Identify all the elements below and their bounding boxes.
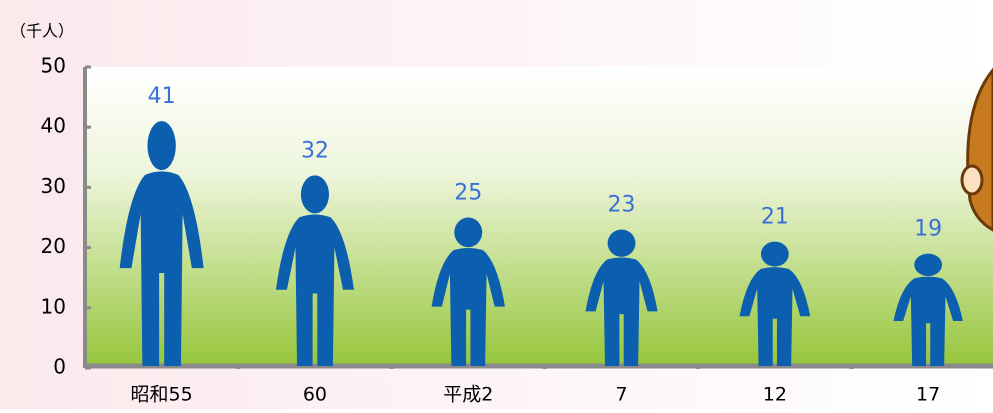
person-head [761,242,789,267]
value-label: 19 [914,217,942,242]
x-tick-label: 17 [916,384,940,406]
value-label: 25 [454,181,482,206]
y-tick-label: 30 [41,174,66,198]
person-head [454,218,482,248]
y-axis-label: （千人） [10,22,74,41]
x-tick-label: 平成2 [443,384,493,406]
person-head [147,121,175,170]
y-tick-label: 50 [41,54,66,78]
person-head [608,230,636,257]
value-label: 32 [301,138,329,163]
plot-area [85,67,993,368]
person-head [301,175,329,213]
y-tick-label: 0 [53,355,66,379]
x-tick-label: 7 [616,384,628,406]
y-tick-label: 20 [41,234,66,258]
value-label: 23 [608,193,636,218]
person-head [914,254,942,276]
value-label: 21 [761,205,789,230]
value-label: 41 [148,84,176,109]
x-tick-label: 昭和55 [131,384,193,406]
y-tick-label: 40 [41,114,66,138]
x-tick-label: 60 [303,384,327,406]
chart: （千人） 0 10 20 30 40 50 昭和55 41 60 32 平成2 25 7 23 12 21 17… [0,0,993,409]
y-tick-label: 10 [41,294,66,318]
x-tick-label: 12 [763,384,787,406]
